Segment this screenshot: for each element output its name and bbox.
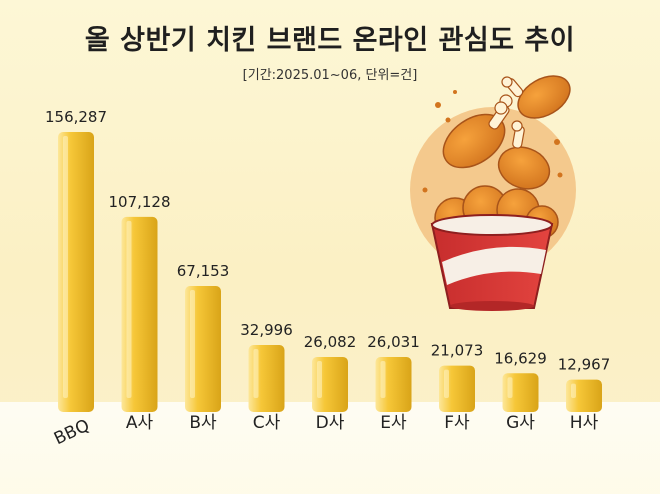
value-label: 156,287 (45, 108, 107, 126)
value-label: 107,128 (108, 193, 170, 211)
bar-highlight (444, 369, 449, 398)
bucket (430, 214, 554, 311)
category-label: A사 (126, 413, 154, 433)
bar-highlight (126, 220, 132, 398)
chart-title: 올 상반기 치킨 브랜드 온라인 관심도 추이 (84, 25, 576, 56)
drumstick-icon (497, 120, 551, 190)
value-label: 12,967 (558, 356, 611, 374)
value-label: 26,031 (367, 333, 420, 351)
category-label: E사 (380, 413, 407, 433)
bar-highlight (63, 136, 68, 398)
value-label: 67,153 (177, 262, 230, 280)
value-label: 26,082 (304, 333, 357, 351)
bar-highlight (253, 348, 259, 398)
bar-highlight (317, 360, 322, 398)
drumstick-icon (501, 75, 571, 119)
category-label: B사 (189, 413, 217, 433)
bar-highlight (571, 383, 576, 398)
drumstick-icon (442, 94, 513, 169)
bar-highlight (190, 289, 195, 398)
category-label: C사 (253, 413, 281, 433)
value-label: 16,629 (494, 349, 547, 367)
bar-highlight (380, 361, 386, 398)
bar-highlight (507, 377, 513, 398)
chart-subtitle: [기간:2025.01~06, 단위=건] (242, 68, 418, 83)
category-label: G사 (506, 413, 535, 433)
category-label: H사 (570, 413, 599, 433)
category-label: F사 (444, 413, 470, 433)
value-label: 21,073 (431, 342, 484, 360)
floor-band (0, 402, 660, 494)
category-label: BBQ (51, 416, 93, 450)
category-label: D사 (316, 413, 345, 433)
value-label: 32,996 (240, 321, 293, 339)
